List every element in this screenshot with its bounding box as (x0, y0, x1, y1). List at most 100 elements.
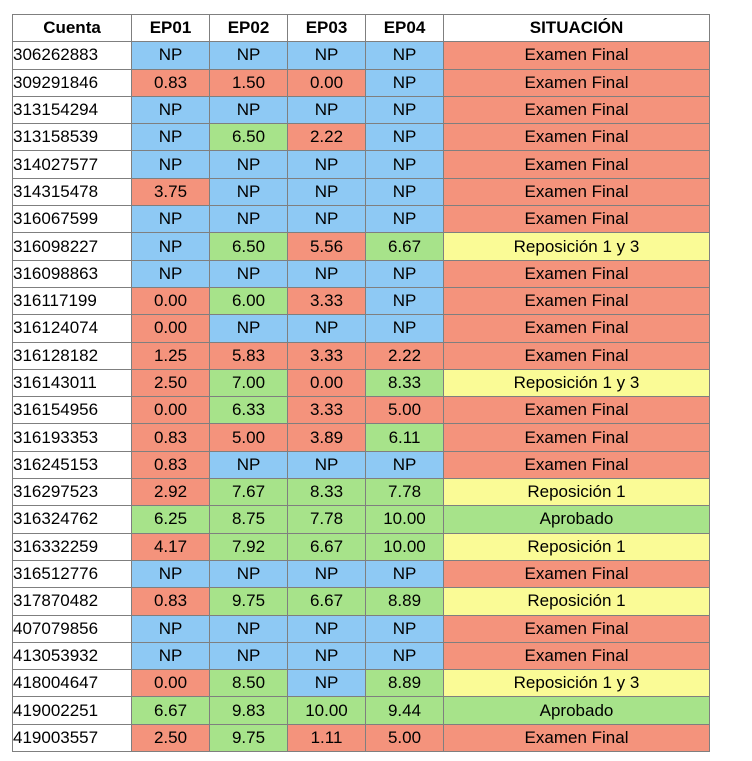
cell-ep02: NP (209, 95, 288, 125)
cell-ep02: 1.50 (209, 68, 288, 97)
cell-situacion: Examen Final (443, 314, 710, 343)
cell-ep02: 6.00 (209, 286, 288, 316)
cell-ep04: 6.67 (365, 232, 444, 261)
cell-cuenta: 314027577 (12, 150, 132, 179)
cell-cuenta: 316067599 (12, 205, 132, 234)
cell-ep01: 1.25 (131, 341, 210, 370)
table-row: 314027577 NP NP NP NP Examen Final (12, 150, 710, 179)
table-row: 313154294 NP NP NP NP Examen Final (12, 95, 710, 125)
table-row: 317870482 0.83 9.75 6.67 8.89 Reposición 1 (12, 587, 710, 616)
cell-ep03: 10.00 (287, 696, 366, 725)
cell-ep02: NP (209, 150, 288, 179)
cell-ep01: 2.50 (131, 723, 210, 753)
cell-ep03: 1.11 (287, 723, 366, 753)
cell-ep03: NP (287, 641, 366, 671)
table-row: 314315478 3.75 NP NP NP Examen Final (12, 177, 710, 207)
cell-ep01: 0.83 (131, 68, 210, 97)
cell-ep01: 4.17 (131, 532, 210, 561)
cell-ep03: NP (287, 150, 366, 179)
table-row: 316117199 0.00 6.00 3.33 NP Examen Final (12, 286, 710, 316)
cell-situacion: Examen Final (443, 41, 710, 70)
cell-ep03: 8.33 (287, 478, 366, 507)
cell-ep02: 7.00 (209, 368, 288, 398)
cell-cuenta: 317870482 (12, 587, 132, 616)
cell-ep03: 2.22 (287, 123, 366, 152)
table-row: 316324762 6.25 8.75 7.78 10.00 Aprobado (12, 505, 710, 534)
cell-ep01: 0.00 (131, 396, 210, 425)
cell-ep01: 2.92 (131, 478, 210, 507)
cell-ep01: 3.75 (131, 177, 210, 207)
cell-ep04: 10.00 (365, 505, 444, 534)
cell-cuenta: 316124074 (12, 314, 132, 343)
table-row: 316143011 2.50 7.00 0.00 8.33 Reposición 1 y … (12, 368, 710, 398)
cell-cuenta: 316128182 (12, 341, 132, 370)
table-row: 413053932 NP NP NP NP Examen Final (12, 641, 710, 671)
cell-ep02: 7.67 (209, 478, 288, 507)
cell-cuenta: 316098227 (12, 232, 132, 261)
table-row: 316193353 0.83 5.00 3.89 6.11 Examen Final (12, 423, 710, 452)
cell-ep02: NP (209, 259, 288, 288)
cell-situacion: Examen Final (443, 396, 710, 425)
cell-ep02: 6.33 (209, 396, 288, 425)
cell-ep04: NP (365, 559, 444, 589)
cell-cuenta: 413053932 (12, 641, 132, 671)
cell-ep01: NP (131, 95, 210, 125)
cell-situacion: Examen Final (443, 641, 710, 671)
cell-ep03: NP (287, 177, 366, 207)
table-row: 316128182 1.25 5.83 3.33 2.22 Examen Final (12, 341, 710, 370)
cell-cuenta: 316098863 (12, 259, 132, 288)
cell-ep04: NP (365, 41, 444, 70)
cell-ep03: 0.00 (287, 68, 366, 97)
table-row: 316297523 2.92 7.67 8.33 7.78 Reposición 1 (12, 478, 710, 507)
cell-ep04: NP (365, 95, 444, 125)
grades-table: Cuenta EP01 EP02 EP03 EP04 SITUACIÓN 306… (12, 13, 710, 753)
cell-ep02: 5.83 (209, 341, 288, 370)
table-row: 316098227 NP 6.50 5.56 6.67 Reposición 1 y 3 (12, 232, 710, 261)
cell-ep04: NP (365, 641, 444, 671)
header-ep04: EP04 (365, 13, 444, 43)
header-situacion: SITUACIÓN (443, 13, 710, 43)
cell-ep03: 7.78 (287, 505, 366, 534)
cell-ep04: NP (365, 450, 444, 480)
cell-situacion: Examen Final (443, 341, 710, 370)
cell-cuenta: 419003557 (12, 723, 132, 753)
table-row: 313158539 NP 6.50 2.22 NP Examen Final (12, 123, 710, 152)
cell-ep03: NP (287, 314, 366, 343)
cell-ep02: NP (209, 205, 288, 234)
cell-ep04: 5.00 (365, 396, 444, 425)
cell-situacion: Examen Final (443, 123, 710, 152)
cell-situacion: Examen Final (443, 95, 710, 125)
table-row: 419003557 2.50 9.75 1.11 5.00 Examen Final (12, 723, 710, 753)
cell-cuenta: 316512776 (12, 559, 132, 589)
cell-ep01: 0.00 (131, 314, 210, 343)
cell-situacion: Reposición 1 y 3 (443, 232, 710, 261)
cell-situacion: Reposición 1 y 3 (443, 669, 710, 698)
cell-situacion: Examen Final (443, 286, 710, 316)
cell-ep04: 7.78 (365, 478, 444, 507)
cell-ep04: NP (365, 68, 444, 97)
cell-cuenta: 316297523 (12, 478, 132, 507)
cell-cuenta: 316332259 (12, 532, 132, 561)
cell-ep03: NP (287, 614, 366, 643)
cell-ep02: 8.50 (209, 669, 288, 698)
cell-ep02: NP (209, 450, 288, 480)
cell-ep03: 6.67 (287, 532, 366, 561)
cell-situacion: Reposición 1 (443, 532, 710, 561)
table-row: 316067599 NP NP NP NP Examen Final (12, 205, 710, 234)
cell-ep03: NP (287, 205, 366, 234)
table-row: 316154956 0.00 6.33 3.33 5.00 Examen Final (12, 396, 710, 425)
table-row: 418004647 0.00 8.50 NP 8.89 Reposición 1 y 3 (12, 669, 710, 698)
cell-ep03: NP (287, 95, 366, 125)
cell-ep02: NP (209, 314, 288, 343)
cell-ep03: NP (287, 669, 366, 698)
cell-ep01: NP (131, 641, 210, 671)
cell-cuenta: 316143011 (12, 368, 132, 398)
table-row: 419002251 6.67 9.83 10.00 9.44 Aprobado (12, 696, 710, 725)
cell-cuenta: 309291846 (12, 68, 132, 97)
cell-ep03: NP (287, 41, 366, 70)
header-ep01: EP01 (131, 13, 210, 43)
cell-ep02: 6.50 (209, 123, 288, 152)
cell-ep04: 8.89 (365, 669, 444, 698)
cell-ep04: NP (365, 123, 444, 152)
cell-ep04: 2.22 (365, 341, 444, 370)
